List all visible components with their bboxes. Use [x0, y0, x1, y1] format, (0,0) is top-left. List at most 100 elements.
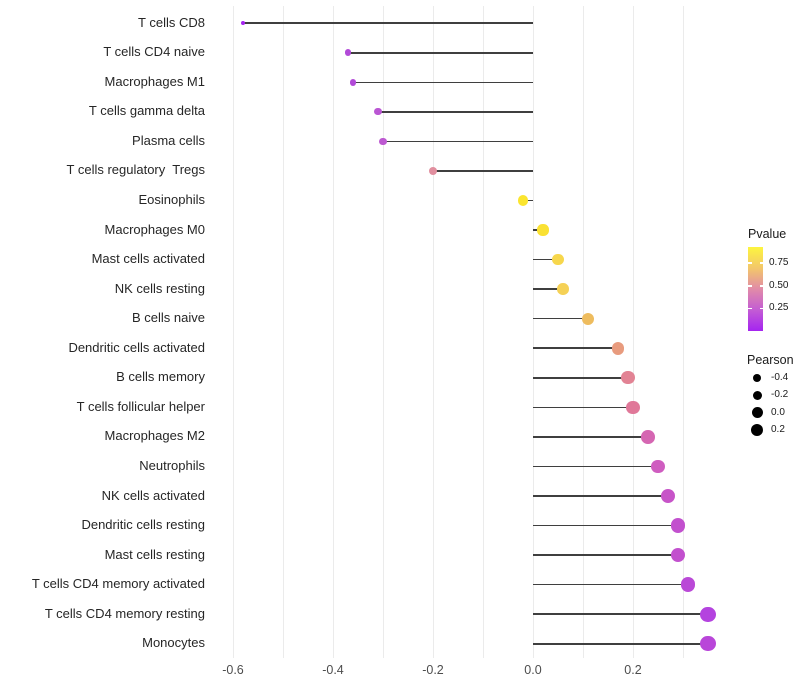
lollipop-stem	[533, 495, 668, 497]
lollipop-dot	[349, 78, 357, 86]
category-label: NK cells activated	[101, 487, 205, 503]
colorbar-tick-label: 0.50	[769, 279, 789, 291]
category-label: Dendritic cells activated	[68, 339, 205, 355]
x-tick-label: 0.2	[624, 663, 642, 677]
gridline	[432, 6, 434, 658]
gridline	[582, 6, 584, 658]
gridline	[232, 6, 234, 658]
gridline	[532, 6, 534, 658]
lollipop-stem	[533, 436, 648, 438]
lollipop-dot	[700, 636, 716, 652]
lollipop-dot	[374, 108, 382, 116]
pearson-size-dot	[753, 374, 761, 382]
lollipop-stem	[378, 111, 533, 113]
category-label: Macrophages M0	[104, 221, 205, 237]
category-label: NK cells resting	[114, 280, 205, 296]
legend-pvalue-title: Pvalue	[748, 227, 787, 241]
lollipop-stem	[433, 170, 533, 172]
lollipop-stem	[533, 406, 633, 409]
lollipop-dot	[344, 49, 352, 56]
pearson-size-label: 0.0	[771, 406, 785, 418]
gridline	[332, 6, 334, 658]
colorbar-tick	[748, 307, 752, 310]
colorbar-tick	[759, 307, 763, 310]
pearson-size-label: -0.4	[771, 372, 789, 383]
x-tick-label: -0.2	[422, 663, 444, 677]
category-label: T cells CD4 memory resting	[44, 605, 205, 621]
lollipop-dot	[428, 166, 438, 176]
lollipop-dot	[621, 371, 635, 385]
lollipop-dot	[517, 195, 529, 206]
lollipop-stem	[243, 22, 533, 24]
category-label: Eosinophils	[138, 192, 206, 207]
colorbar-tick-label: 0.25	[769, 302, 789, 314]
colorbar-tick	[759, 262, 763, 265]
x-tick-label: -0.6	[222, 663, 244, 677]
colorbar-tick	[748, 285, 752, 287]
category-label: T cells CD4 naive	[103, 44, 205, 60]
category-label: Neutrophils	[139, 457, 205, 473]
lollipop-dot	[680, 577, 696, 592]
category-label: T cells CD4 memory activated	[31, 576, 205, 592]
pearson-size-dot	[752, 390, 762, 400]
category-label: Macrophages M1	[104, 73, 205, 89]
category-label: Mast cells resting	[104, 546, 205, 562]
pearson-size-label: 0.2	[771, 423, 785, 435]
category-label: T cells gamma delta	[88, 103, 205, 119]
gridline	[682, 6, 684, 658]
colorbar-tick	[759, 285, 763, 287]
lollipop-stem	[533, 288, 563, 290]
pearson-size-label: -0.2	[771, 389, 789, 401]
lollipop-dot	[240, 21, 246, 26]
pearson-size-dot	[751, 407, 763, 419]
category-label: Mast cells activated	[91, 251, 205, 267]
x-tick-label: -0.4	[322, 663, 344, 677]
category-label: Macrophages M2	[104, 428, 205, 444]
category-label: B cells naive	[132, 310, 205, 326]
lollipop-stem	[533, 347, 618, 350]
colorbar-tick-label: 0.75	[769, 257, 789, 269]
x-tick-label: 0.0	[524, 663, 542, 677]
lollipop-stem	[383, 140, 533, 143]
lollipop-stem	[533, 377, 628, 379]
lollipop-stem	[348, 51, 533, 54]
lollipop-dot	[651, 459, 665, 474]
lollipop-dot	[660, 488, 676, 504]
lollipop-dot	[379, 137, 387, 146]
lollipop-stem	[533, 258, 558, 261]
lollipop-dot	[537, 224, 549, 236]
lollipop-stem	[533, 524, 678, 527]
category-label: T cells regulatory Tregs	[66, 162, 205, 178]
lollipop-stem	[533, 554, 678, 556]
legend-pearson-title: Pearson	[747, 353, 794, 367]
lollipop-dot	[626, 400, 640, 414]
gridline	[482, 6, 484, 658]
lollipop-stem	[533, 465, 658, 468]
gridline	[382, 6, 384, 658]
category-label: Plasma cells	[132, 132, 205, 148]
lollipop-dot	[641, 430, 655, 444]
lollipop-stem	[533, 613, 708, 615]
category-label: B cells memory	[116, 369, 205, 385]
lollipop-dot	[611, 341, 625, 355]
lollipop-stem	[353, 81, 533, 84]
pearson-size-dot	[751, 423, 763, 436]
lollipop-dot	[700, 606, 716, 622]
lollipop-stem	[533, 317, 588, 320]
category-label: T cells follicular helper	[76, 398, 205, 414]
lollipop-dot	[670, 547, 686, 563]
pvalue-colorbar	[748, 247, 763, 331]
lollipop-dot	[670, 518, 686, 533]
lollipop-stem	[533, 583, 688, 586]
category-label: Dendritic cells resting	[81, 517, 205, 533]
colorbar-tick	[748, 262, 752, 265]
category-label: Monocytes	[142, 635, 205, 651]
lollipop-dot	[581, 312, 595, 325]
category-label: T cells CD8	[138, 14, 205, 30]
lollipop-dot	[557, 283, 569, 295]
lollipop-stem	[533, 642, 708, 645]
lollipop-dot	[552, 253, 564, 266]
gridline	[282, 6, 284, 658]
gridline	[632, 6, 634, 658]
